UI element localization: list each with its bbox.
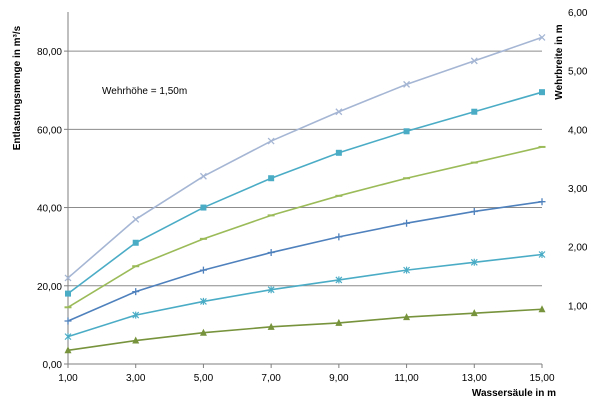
data-point [268,175,275,182]
data-point [335,149,342,156]
series-line [67,91,543,295]
y-tick-label: 60,00 [37,125,62,136]
x-tick-label: 1,00 [58,373,78,384]
x-tick-label: 9,00 [329,373,349,384]
series-line [67,36,543,279]
data-point [470,57,478,65]
y2-tick-label: 1,00 [568,301,588,312]
data-point [403,266,410,274]
y-axis-title: Entlastungsmenge in m³/s [12,25,23,150]
series-3 [64,145,546,309]
y-tick-label: 20,00 [37,282,62,293]
data-point [403,313,411,321]
series-2 [65,89,545,297]
data-point [132,336,140,344]
data-point [64,317,72,325]
data-point [539,89,545,96]
x-tick-label: 7,00 [261,373,281,384]
x-tick-label: 13,00 [462,373,487,384]
y2-tick-label: 2,00 [568,243,588,254]
y-tick-label: 80,00 [37,47,62,58]
series-6 [64,305,546,354]
y2-tick-label: 5,00 [568,67,588,78]
data-point [267,286,275,294]
data-point [403,80,411,88]
series-1 [64,33,546,282]
data-point [267,137,275,145]
axes [67,12,542,365]
x-tick-label: 11,00 [394,373,419,384]
series-4 [64,198,546,325]
data-point [335,318,343,326]
y2-tick-label: 6,00 [568,8,588,19]
x-tick-label: 3,00 [126,373,146,384]
series-line [67,253,543,338]
data-point [403,128,410,135]
series-lines [64,33,546,354]
data-point [267,249,275,257]
data-point [199,266,207,274]
weir-height-annotation: Wehrhöhe = 1,50m [102,86,187,97]
y2-axis-title: Wehrbreite in m [554,24,565,99]
data-point [538,250,546,258]
data-point [335,233,343,241]
x-tick-label: 5,00 [194,373,214,384]
x-axis-title: Wassersäule in m [472,388,556,399]
data-point [132,239,139,246]
series-line [67,308,543,352]
data-point [335,276,343,284]
data-point [132,311,140,319]
series-5 [64,250,546,341]
data-point [538,305,546,313]
data-point [470,258,478,266]
y2-tick-label: 3,00 [568,184,588,195]
data-point [538,198,546,206]
data-point [403,219,411,227]
data-point [335,108,343,116]
data-point [64,346,72,354]
y-tick-labels: 0,00 20,00 40,00 60,00 80,00 [37,47,62,371]
data-point [538,33,546,41]
data-point [470,309,478,317]
data-point [64,274,72,282]
y2-tick-labels: 1,00 2,00 3,00 4,00 5,00 6,00 [568,8,588,312]
data-point [64,333,72,341]
series-line [67,200,543,322]
data-point [199,172,207,180]
x-tick-labels: 1,00 3,00 5,00 7,00 9,00 11,00 13,00 15,00 [58,364,555,384]
y-tick-label: 0,00 [43,360,63,371]
data-point [200,204,207,211]
y2-tick-label: 4,00 [568,125,588,136]
series-line [67,146,543,308]
data-point [200,297,207,305]
data-point [267,322,275,330]
data-point [199,328,207,336]
data-point [471,108,478,115]
data-point [470,207,478,215]
x-tick-label: 15,00 [529,373,554,384]
data-point [132,288,140,296]
data-point [65,290,71,297]
gridlines [64,50,542,365]
data-point [132,215,140,223]
y-tick-label: 40,00 [37,204,62,215]
